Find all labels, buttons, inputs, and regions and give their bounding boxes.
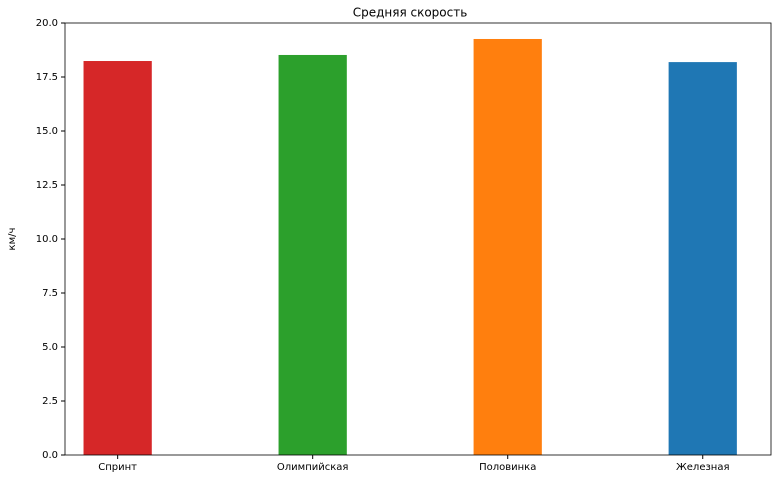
y-tick-label: 15.0 (36, 126, 58, 137)
y-tick-label: 7.5 (42, 288, 58, 299)
bar (83, 61, 152, 456)
y-tick-label: 0.0 (42, 450, 58, 461)
y-tick-label: 12.5 (36, 180, 58, 191)
x-tick-label: Железная (676, 462, 729, 473)
bar (473, 38, 542, 455)
chart-title: Средняя скорость (353, 6, 468, 20)
x-tick-label: Олимпийская (277, 462, 349, 473)
y-tick-label: 10.0 (36, 234, 58, 245)
y-tick-label: 2.5 (42, 396, 58, 407)
y-tick-label: 17.5 (36, 72, 58, 83)
bar (278, 54, 347, 456)
x-tick-label: Спринт (98, 462, 137, 473)
x-tick-label: Половинка (479, 462, 536, 473)
y-tick-label: 5.0 (42, 342, 58, 353)
y-tick-label: 20.0 (36, 18, 58, 29)
y-axis-label: км/ч (7, 228, 18, 251)
plot-frame (64, 22, 772, 456)
bar (668, 62, 737, 455)
